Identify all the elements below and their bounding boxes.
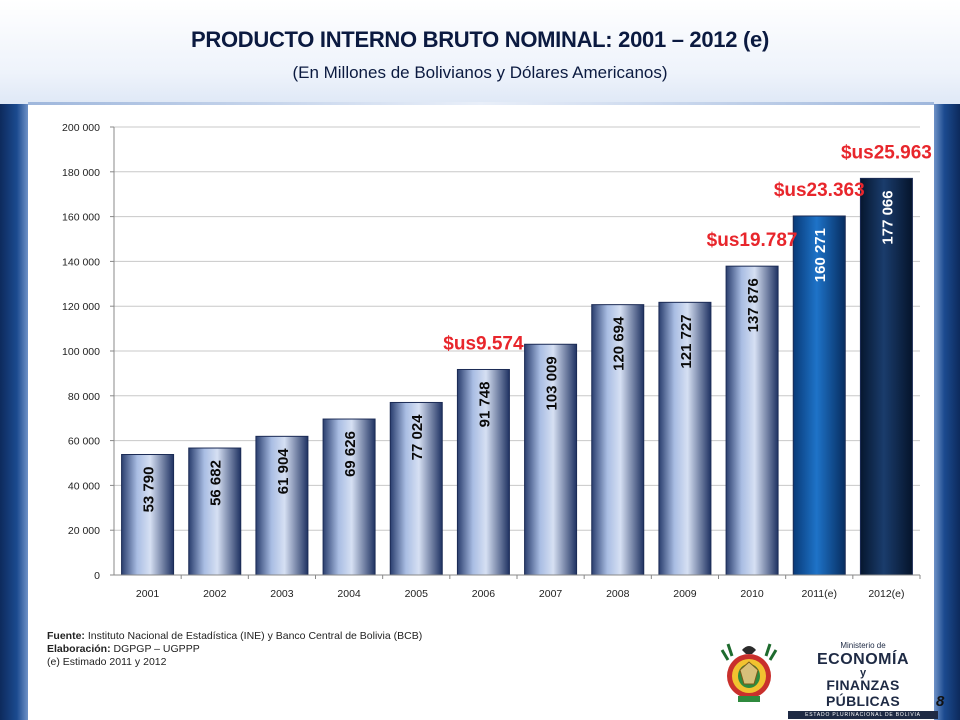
bar-2005 <box>389 401 443 576</box>
bar-value-label: 77 024 <box>409 414 426 461</box>
ministry-logo: Ministerio de ECONOMÍA y FINANZAS PÚBLIC… <box>788 641 938 719</box>
usd-annotation: $us9.574 <box>443 333 524 354</box>
title-banner <box>0 0 960 104</box>
elaboration-text: DGPGP – UGPPP <box>110 643 200 655</box>
y-tick-label: 60 000 <box>68 436 100 448</box>
y-tick-label: 140 000 <box>62 256 100 268</box>
x-tick-label: 2010 <box>740 588 764 600</box>
bar-2001 <box>121 454 175 576</box>
footer-notes: Fuente: Instituto Nacional de Estadístic… <box>47 630 422 669</box>
bar-value-label: 61 904 <box>275 448 292 495</box>
usd-annotation: $us19.787 <box>707 230 798 251</box>
usd-annotation: $us23.363 <box>774 180 865 201</box>
usd-annotations: $us9.574 $us19.787 $us23.363 $us25.963 <box>443 142 932 354</box>
logo-estado-text: ESTADO PLURINACIONAL DE BOLIVIA <box>788 711 938 719</box>
x-tick-label: 2007 <box>539 588 563 600</box>
source-text: Instituto Nacional de Estadística (INE) … <box>84 630 423 642</box>
value-labels: 53 790 56 682 61 904 69 626 77 024 91 748 103 … <box>141 190 897 512</box>
x-tick-label: 2008 <box>606 588 630 600</box>
elaboration-label: Elaboración: <box>47 643 111 655</box>
source-label: Fuente: <box>47 630 85 642</box>
x-tick-label: 2002 <box>203 588 227 600</box>
x-tick-label: 2009 <box>673 588 697 600</box>
bar-value-label: 120 694 <box>611 316 628 371</box>
y-tick-label: 180 000 <box>62 167 100 179</box>
x-tick-label: 2012(e) <box>868 588 904 600</box>
y-tick-label: 20 000 <box>68 525 100 537</box>
bar-2007 <box>524 343 578 576</box>
bar-value-label: 91 748 <box>476 381 493 427</box>
bar-value-label: 56 682 <box>208 460 225 506</box>
y-tick-label: 40 000 <box>68 480 100 492</box>
y-tick-label: 0 <box>94 570 100 582</box>
left-decorative-band <box>0 0 28 720</box>
bar-value-label: 137 876 <box>745 278 762 332</box>
slide-title: PRODUCTO INTERNO BRUTO NOMINAL: 2001 – 2… <box>191 27 769 52</box>
x-tick-label: 2011(e) <box>802 588 837 600</box>
bar-value-label: 177 066 <box>879 190 896 244</box>
bar-value-label: 53 790 <box>141 467 158 513</box>
right-decorative-band <box>934 0 960 720</box>
source-line: Fuente: Instituto Nacional de Estadístic… <box>47 630 422 643</box>
bolivia-coat-of-arms-icon <box>720 643 778 702</box>
bar-value-label: 160 271 <box>812 228 829 282</box>
x-tick-label: 2006 <box>472 588 496 600</box>
bar-2008 <box>591 304 645 576</box>
x-tick-label: 2005 <box>405 588 429 600</box>
bar-value-label: 121 727 <box>678 314 695 368</box>
slide-subtitle: (En Millones de Bolivianos y Dólares Ame… <box>292 63 668 82</box>
bar-2011(e) <box>792 215 846 576</box>
y-tick-label: 200 000 <box>62 122 100 134</box>
y-tick-label: 160 000 <box>62 212 100 224</box>
x-tick-label: 2004 <box>337 588 361 600</box>
bar-value-label: 69 626 <box>342 431 359 477</box>
elaboration-line: Elaboración: DGPGP – UGPPP <box>47 643 422 656</box>
gridlines <box>114 126 920 576</box>
axes: 0 20 000 40 000 60 000 80 000 100 000 120 000 1… <box>62 122 921 600</box>
logo-y-text: y <box>859 667 867 679</box>
x-tick-label: 2001 <box>136 588 160 600</box>
page-number: 8 <box>936 693 945 710</box>
x-tick-label: 2003 <box>270 588 294 600</box>
bar-value-label: 103 009 <box>544 356 561 410</box>
banner-divider <box>28 102 934 105</box>
y-tick-label: 120 000 <box>62 301 100 313</box>
bars <box>121 177 913 576</box>
bar-2009 <box>658 301 712 576</box>
logo-finanzas-text: FINANZAS PÚBLICAS <box>826 677 900 709</box>
bar-2004 <box>322 418 376 576</box>
estimate-note: (e) Estimado 2011 y 2012 <box>47 656 167 668</box>
y-tick-label: 100 000 <box>62 346 100 358</box>
usd-annotation: $us25.963 <box>841 142 932 163</box>
y-tick-label: 80 000 <box>68 391 100 403</box>
bar-2006 <box>456 368 510 576</box>
logo-economia-text: ECONOMÍA <box>817 651 909 668</box>
logo-ministerio-text: Ministerio de <box>840 641 886 650</box>
